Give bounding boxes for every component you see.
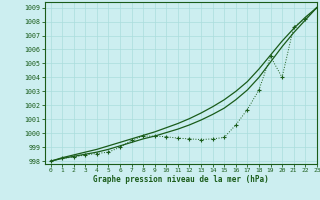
X-axis label: Graphe pression niveau de la mer (hPa): Graphe pression niveau de la mer (hPa) xyxy=(93,175,269,184)
